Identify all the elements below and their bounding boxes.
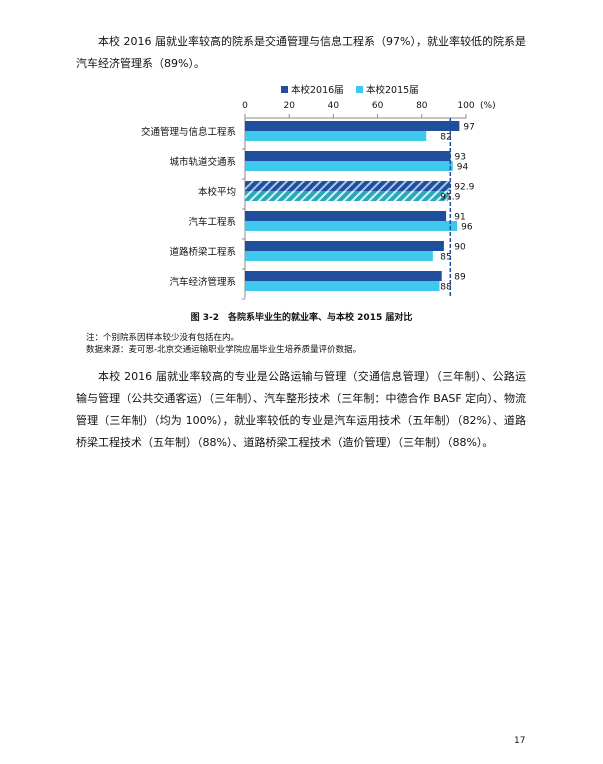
data-label: 91	[454, 213, 465, 223]
x-tick-label: 60	[372, 101, 384, 111]
figure-note: 注：个别院系因样本较少没有包括在内。	[86, 333, 240, 343]
bar	[245, 131, 427, 141]
bar	[245, 121, 460, 131]
category-label: 汽车工程系	[188, 216, 236, 228]
bar	[245, 251, 433, 261]
bar	[245, 281, 440, 291]
bar	[245, 271, 442, 281]
bar	[245, 241, 444, 251]
data-label: 88	[440, 283, 452, 293]
category-label: 交通管理与信息工程系	[141, 126, 236, 138]
x-tick-label: 100	[457, 101, 474, 111]
body-paragraph: 本校 2016 届就业率较高的专业是公路运输与管理（交通信息管理）（三年制）、公…	[76, 370, 526, 449]
data-label: 82	[440, 133, 451, 143]
legend-label: 本校2016届	[291, 84, 344, 96]
bar	[245, 221, 458, 231]
bar	[245, 181, 451, 191]
data-label: 96	[461, 223, 473, 233]
data-label: 93	[455, 153, 466, 163]
x-tick-label: 40	[328, 101, 340, 111]
category-label: 城市轨道交通系	[169, 156, 236, 168]
data-label: 90	[454, 243, 466, 253]
category-label: 本校平均	[198, 186, 236, 198]
bar	[245, 191, 449, 201]
data-label: 92.9	[454, 183, 474, 193]
data-label: 94	[457, 163, 469, 173]
data-source: 数据来源：麦可思-北京交通运输职业学院应届毕业生培养质量评价数据。	[86, 345, 362, 355]
bar-chart: 本校2016届 本校2015届 0 20 40 60 80 100 (%) 交通管理与信息工程…	[141, 84, 496, 300]
bar	[245, 161, 453, 171]
x-tick-label: 80	[416, 101, 428, 111]
page-number: 17	[514, 736, 526, 746]
category-label: 汽车经济管理系	[169, 276, 236, 288]
bar	[245, 151, 451, 161]
x-tick-label: 20	[283, 101, 295, 111]
data-label: 85	[440, 253, 451, 263]
bar	[245, 211, 447, 221]
intro-paragraph: 本校 2016 届就业率较高的院系是交通管理与信息工程系（97%），就业率较低的…	[76, 35, 526, 70]
legend-swatch	[356, 86, 363, 93]
figure-caption: 图 3-2 各院系毕业生的就业率、与本校 2015 届对比	[190, 313, 413, 323]
x-tick-label: 0	[242, 101, 248, 111]
legend-label: 本校2015届	[366, 84, 419, 96]
data-label: 89	[454, 273, 466, 283]
data-label: 97	[463, 123, 474, 133]
x-unit-label: (%)	[480, 101, 496, 111]
category-label: 道路桥梁工程系	[169, 246, 236, 258]
legend-swatch	[281, 86, 288, 93]
